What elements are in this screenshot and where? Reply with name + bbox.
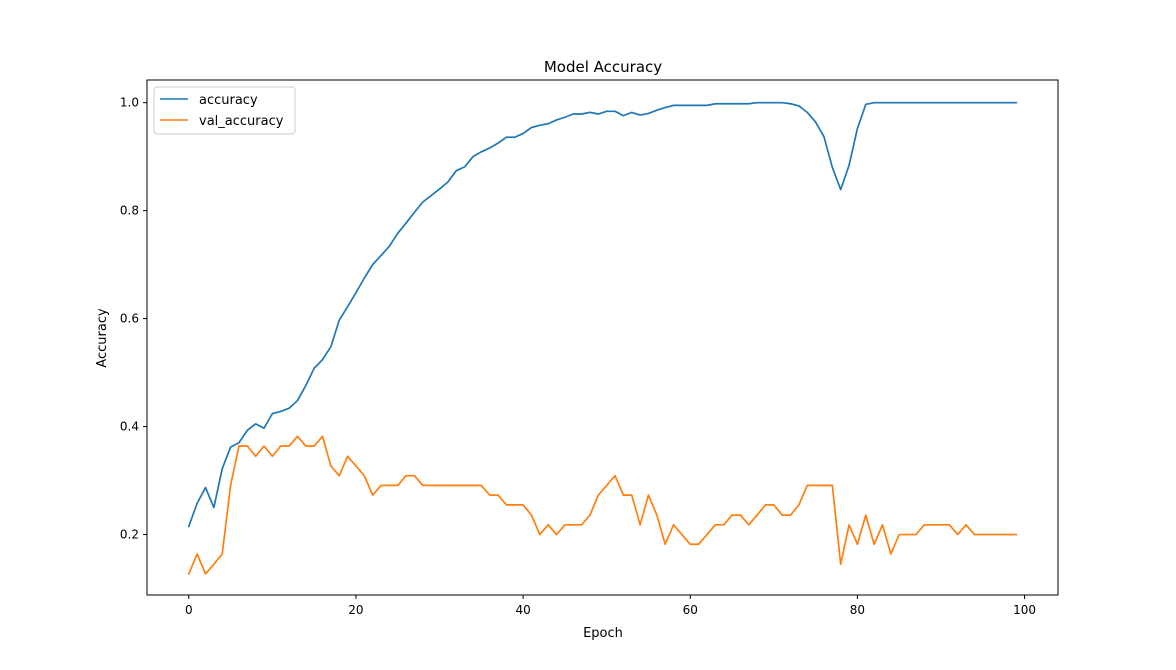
- legend-label-accuracy: accuracy: [199, 93, 258, 108]
- y-axis-ticks: 0.2 0.4 0.6 0.8 1.0: [120, 96, 147, 542]
- chart-title: Model Accuracy: [544, 58, 662, 76]
- y-tick-label: 0.8: [120, 204, 139, 218]
- plot-lines: [187, 101, 1018, 576]
- x-tick-label: 60: [683, 603, 698, 617]
- x-tick-label: 80: [850, 603, 865, 617]
- x-axis-ticks: 0 20 40 60 80 100: [185, 595, 1036, 617]
- plot-area-frame: [146, 79, 1059, 596]
- legend: accuracy val_accuracy: [153, 86, 296, 135]
- x-axis-label: Epoch: [583, 626, 623, 641]
- series-line-accuracy: [187, 101, 1018, 528]
- y-tick-label: 0.2: [120, 528, 139, 542]
- y-axis-label: Accuracy: [95, 308, 110, 368]
- x-tick-label: 100: [1013, 603, 1036, 617]
- x-tick-label: 20: [348, 603, 363, 617]
- series-line-val-accuracy: [187, 435, 1018, 576]
- legend-label-val-accuracy: val_accuracy: [199, 114, 284, 129]
- x-tick-label: 0: [185, 603, 193, 617]
- y-tick-label: 0.6: [120, 312, 139, 326]
- x-tick-label: 40: [515, 603, 530, 617]
- y-tick-label: 0.4: [120, 420, 139, 434]
- y-tick-label: 1.0: [120, 96, 139, 110]
- legend-box: [153, 86, 296, 135]
